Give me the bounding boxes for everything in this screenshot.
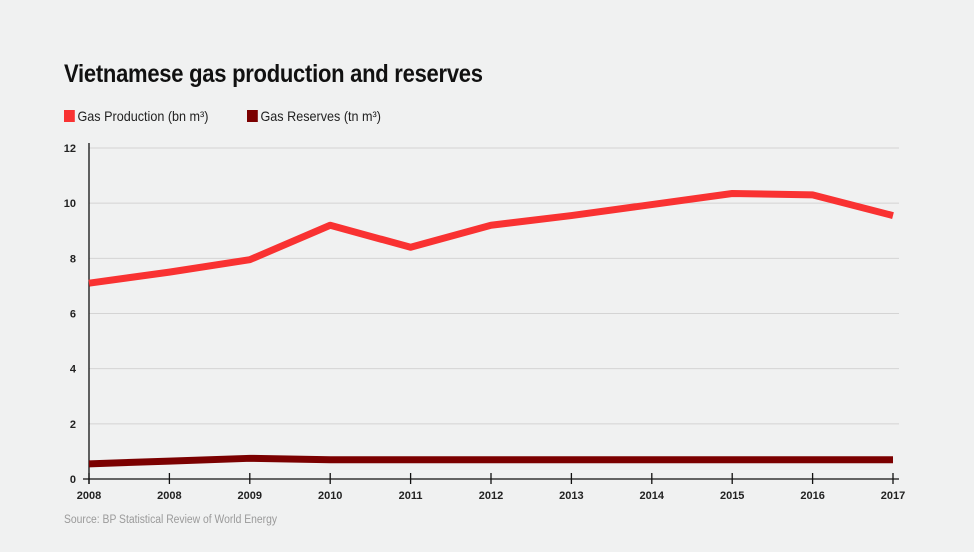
legend: Gas Production (bn m³) Gas Reserves (tn … bbox=[64, 108, 417, 124]
y-tick-label: 0 bbox=[70, 474, 76, 486]
y-tick-label: 2 bbox=[70, 419, 76, 431]
legend-swatch-reserves bbox=[246, 110, 258, 122]
legend-swatch-production bbox=[64, 110, 75, 122]
legend-item-reserves: Gas Reserves (tn m³) bbox=[246, 108, 381, 124]
x-tick-label: 2016 bbox=[800, 490, 824, 502]
x-tick-label: 2013 bbox=[559, 490, 583, 502]
x-tick-label: 2008 bbox=[77, 490, 101, 502]
y-tick-label: 4 bbox=[70, 364, 77, 376]
source-note: Source: BP Statistical Review of World E… bbox=[64, 514, 278, 526]
y-tick-label: 6 bbox=[70, 309, 76, 321]
x-tick-label: 2008 bbox=[157, 490, 181, 502]
y-tick-label: 8 bbox=[70, 253, 76, 265]
x-tick-label: 2014 bbox=[640, 490, 665, 502]
series-line-gas-production bbox=[88, 190, 894, 287]
legend-item-production: Gas Production (bn m³) bbox=[64, 108, 208, 124]
x-tick-label: 2017 bbox=[881, 490, 905, 502]
x-tick-label: 2015 bbox=[720, 490, 744, 502]
x-tick-label: 2009 bbox=[238, 490, 262, 502]
x-tick-label: 2012 bbox=[479, 490, 503, 502]
chart-title: Vietnamese gas production and reserves bbox=[64, 60, 483, 88]
x-tick-label: 2011 bbox=[399, 490, 423, 502]
legend-label-production: Gas Production (bn m³) bbox=[77, 108, 209, 124]
legend-label-reserves: Gas Reserves (tn m³) bbox=[260, 108, 381, 124]
y-tick-label: 10 bbox=[64, 198, 76, 210]
x-tick-label: 2010 bbox=[318, 490, 342, 502]
series-line-gas-reserves bbox=[88, 454, 893, 468]
y-tick-label: 12 bbox=[64, 143, 76, 155]
